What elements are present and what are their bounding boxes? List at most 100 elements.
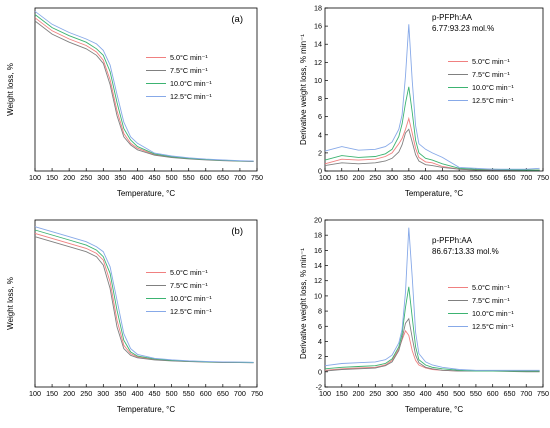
- legend-label: 10.0°C min⁻¹: [472, 83, 514, 92]
- chart-panel-1: 100 150 200 250 300 350 400 450 500 550 600 650 700 7…: [6, 7, 263, 198]
- x-tick-label: 350: [114, 389, 126, 398]
- x-tick-label: 700: [234, 173, 246, 182]
- y-tick-label: 14: [314, 40, 322, 49]
- x-tick-label: 750: [537, 389, 549, 398]
- x-tick-label: 200: [353, 173, 365, 182]
- legend-label: 7.5°C min⁻¹: [170, 66, 208, 75]
- legend-label: 12.5°C min⁻¹: [170, 92, 212, 101]
- annotation-text: p-PFPh:AA: [432, 236, 473, 245]
- x-tick-label: 200: [63, 389, 75, 398]
- series-line-4: [324, 24, 540, 170]
- plot-frame: [34, 7, 258, 172]
- x-tick-label: 550: [470, 173, 482, 182]
- series-line-3: [34, 229, 254, 363]
- x-tick-label: 250: [369, 173, 381, 182]
- x-tick-label: 400: [131, 389, 143, 398]
- y-tick-label: 18: [314, 231, 322, 240]
- x-tick-label: 750: [537, 173, 549, 182]
- x-tick-label: 350: [403, 173, 415, 182]
- plot-frame: [324, 219, 544, 388]
- y-tick-label: 10: [314, 76, 322, 85]
- legend-label: 5.0°C min⁻¹: [472, 283, 510, 292]
- x-tick-label: 650: [503, 389, 515, 398]
- x-tick-label: 150: [336, 389, 348, 398]
- x-tick-label: 200: [353, 389, 365, 398]
- legend: 5.0°C min⁻¹ 7.5°C min⁻¹ 10.0°C min⁻¹ 12.5°C…: [448, 283, 514, 331]
- y-tick-label: 12: [314, 276, 322, 285]
- series-line-3: [324, 286, 540, 372]
- x-tick-label: 250: [369, 389, 381, 398]
- x-tick-label: 450: [149, 389, 161, 398]
- x-tick-label: 350: [114, 173, 126, 182]
- series-line-3: [324, 86, 540, 171]
- legend-label: 7.5°C min⁻¹: [170, 281, 208, 290]
- x-tick-label: 600: [487, 173, 499, 182]
- legend: 5.0°C min⁻¹ 7.5°C min⁻¹ 10.0°C min⁻¹ 12.5°C…: [146, 268, 212, 316]
- legend-label: 12.5°C min⁻¹: [472, 96, 514, 105]
- x-tick-label: 500: [166, 389, 178, 398]
- series-line-3: [34, 14, 254, 162]
- x-tick-label: 750: [251, 173, 263, 182]
- legend-label: 5.0°C min⁻¹: [472, 57, 510, 66]
- x-tick-label: 700: [520, 173, 532, 182]
- x-tick-label: 400: [420, 173, 432, 182]
- chart-panel-4: 100 150 200 250 300 350 400 450 500 550 600 650 700 7…: [299, 216, 549, 415]
- x-tick-label: 300: [97, 389, 109, 398]
- y-axis-label: Derivative weight loss, % min⁻¹: [299, 34, 308, 145]
- x-tick-label: 150: [46, 173, 58, 182]
- series-line-4: [34, 10, 254, 162]
- x-tick-label: 550: [470, 389, 482, 398]
- x-tick-label: 350: [403, 389, 415, 398]
- x-tick-label: 550: [183, 389, 195, 398]
- y-tick-label: -2: [316, 383, 322, 392]
- y-tick-label: 18: [314, 4, 322, 13]
- x-tick-label: 550: [183, 173, 195, 182]
- plot-frame: [34, 219, 258, 388]
- x-axis-label: Temperature, °C: [405, 189, 464, 198]
- x-tick-label: 700: [234, 389, 246, 398]
- plot-frame: [324, 7, 544, 172]
- legend-label: 5.0°C min⁻¹: [170, 268, 208, 277]
- x-axis-label: Temperature, °C: [117, 405, 176, 414]
- x-tick-label: 700: [520, 389, 532, 398]
- x-tick-label: 500: [453, 389, 465, 398]
- y-tick-label: 20: [314, 216, 322, 225]
- legend-label: 7.5°C min⁻¹: [472, 296, 510, 305]
- x-tick-label: 450: [436, 173, 448, 182]
- y-tick-label: 0: [318, 367, 322, 376]
- legend-label: 10.0°C min⁻¹: [472, 309, 514, 318]
- legend: 5.0°C min⁻¹ 7.5°C min⁻¹ 10.0°C min⁻¹ 12.5°C…: [146, 53, 212, 101]
- legend-label: 7.5°C min⁻¹: [472, 70, 510, 79]
- panel-label: (b): [231, 226, 243, 237]
- y-tick-label: 16: [314, 22, 322, 31]
- x-tick-label: 400: [420, 389, 432, 398]
- y-tick-label: 8: [318, 94, 322, 103]
- x-tick-label: 100: [319, 389, 331, 398]
- y-tick-label: 6: [318, 322, 322, 331]
- series-line-4: [34, 226, 254, 363]
- y-tick-label: 4: [318, 130, 322, 139]
- x-axis-label: Temperature, °C: [117, 189, 176, 198]
- x-tick-label: 400: [131, 173, 143, 182]
- y-axis-label: Weight loss, %: [6, 63, 15, 116]
- legend: 5.0°C min⁻¹ 7.5°C min⁻¹ 10.0°C min⁻¹ 12.5°C…: [448, 57, 514, 105]
- x-tick-label: 750: [251, 389, 263, 398]
- panel-label: (a): [231, 14, 243, 25]
- y-tick-label: 2: [318, 148, 322, 157]
- x-tick-label: 600: [200, 389, 212, 398]
- y-tick-label: 10: [314, 291, 322, 300]
- y-axis-label: Weight loss, %: [6, 277, 15, 330]
- chart-panel-3: 100 150 200 250 300 350 400 450 500 550 600 650 700 7…: [6, 219, 263, 414]
- x-tick-label: 600: [200, 173, 212, 182]
- annotation-text: p-PFPh:AA: [432, 13, 473, 22]
- x-tick-label: 100: [29, 389, 41, 398]
- x-tick-label: 300: [386, 389, 398, 398]
- x-tick-label: 500: [453, 173, 465, 182]
- x-tick-label: 200: [63, 173, 75, 182]
- annotation-text: 86.67:13.33 mol.%: [432, 247, 499, 256]
- chart-panel-2: 100 150 200 250 300 350 400 450 500 550 600 650 700 7…: [299, 4, 549, 199]
- x-tick-label: 150: [336, 173, 348, 182]
- x-tick-label: 100: [319, 173, 331, 182]
- x-tick-label: 650: [503, 173, 515, 182]
